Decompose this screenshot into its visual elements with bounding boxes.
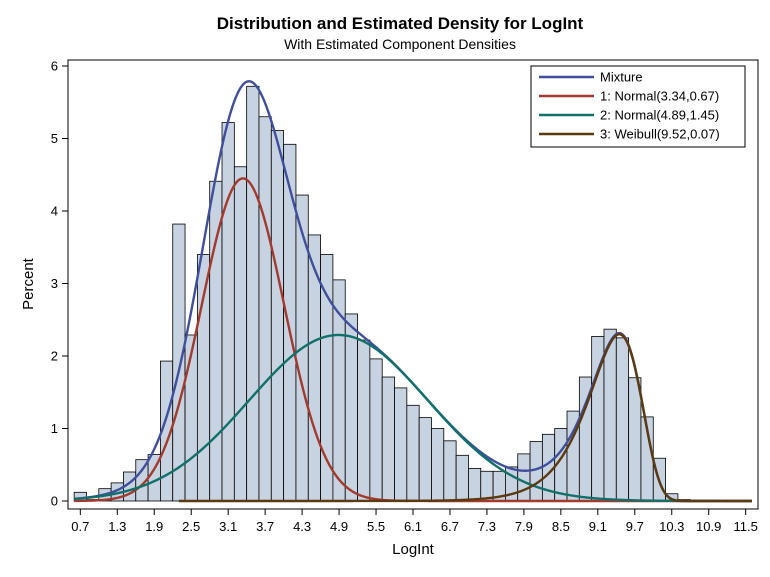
y-tick-label: 4: [51, 204, 58, 219]
x-tick-label: 1.3: [108, 519, 126, 534]
chart-subtitle: With Estimated Component Densities: [284, 36, 516, 52]
x-tick-label: 9.1: [589, 519, 607, 534]
y-axis: 0 1 2 3 4 5 6: [51, 59, 68, 509]
histogram-bar: [394, 387, 408, 502]
histogram-bar: [320, 254, 334, 502]
x-tick-label: 3.1: [219, 519, 237, 534]
histogram-bar: [381, 376, 395, 502]
histogram-bar: [172, 223, 186, 502]
y-axis-label: Percent: [20, 257, 37, 310]
legend-label: 2: Normal(4.89,1.45): [600, 108, 719, 123]
density-curves: [74, 80, 752, 503]
x-tick-label: 6.1: [404, 519, 422, 534]
x-tick-label: 10.9: [696, 519, 721, 534]
x-tick-label: 4.9: [330, 519, 348, 534]
x-tick-label: 4.3: [293, 519, 311, 534]
y-tick-label: 3: [51, 276, 58, 291]
normal2-curve: [74, 333, 752, 503]
histogram-bars: [73, 85, 716, 502]
histogram-bar: [615, 337, 630, 502]
y-tick-label: 5: [51, 131, 58, 146]
x-tick-label: 2.5: [182, 519, 200, 534]
histogram-bar: [307, 234, 321, 502]
histogram-bar: [283, 143, 297, 502]
legend-label: 1: Normal(3.34,0.67): [600, 89, 719, 104]
y-tick-label: 0: [51, 494, 58, 509]
histogram-bar: [468, 467, 482, 502]
histogram-bar: [406, 404, 420, 502]
histogram-bar: [455, 454, 469, 502]
histogram-bar: [418, 417, 432, 502]
x-tick-label: 7.3: [478, 519, 496, 534]
legend: Mixture 1: Normal(3.34,0.67) 2: Normal(4.8…: [530, 65, 746, 148]
x-tick-label: 11.5: [734, 519, 758, 534]
histogram-bar: [443, 440, 457, 502]
y-tick-label: 2: [51, 349, 58, 364]
histogram-bar: [184, 334, 198, 502]
legend-label: Mixture: [600, 70, 643, 85]
histogram-bar: [233, 166, 248, 502]
histogram-bar: [517, 453, 531, 502]
histogram-bar: [270, 130, 285, 502]
histogram-bar: [369, 358, 383, 502]
x-axis-label: LogInt: [392, 541, 435, 558]
x-tick-label: 0.7: [71, 519, 89, 534]
y-tick-label: 1: [51, 421, 58, 436]
x-tick-label: 6.7: [441, 519, 459, 534]
histogram-bar: [209, 180, 223, 502]
x-tick-label: 1.9: [145, 519, 163, 534]
histogram-bar: [431, 428, 445, 502]
weibull3-curve: [178, 333, 752, 503]
x-tick-label: 9.7: [626, 519, 644, 534]
histogram-bar: [221, 122, 235, 502]
x-tick-label: 10.3: [659, 519, 684, 534]
histogram-bar: [628, 377, 642, 502]
histogram-bar: [357, 339, 371, 502]
y-tick-label: 6: [51, 59, 58, 74]
x-tick-label: 5.5: [367, 519, 385, 534]
legend-label: 3: Weibull(9.52,0.07): [600, 127, 720, 142]
x-tick-label: 3.7: [256, 519, 274, 534]
x-axis: 0.7 1.3 1.9 2.5 3.1 3.7 4.3 4.9 5.5 6.1 6.7 7.3 7.9 8…: [71, 509, 758, 534]
histogram-bar: [246, 85, 260, 502]
chart-title: Distribution and Estimated Density for L…: [217, 14, 584, 33]
histogram-bar: [258, 116, 272, 502]
histogram-bar: [480, 470, 494, 502]
histogram-bar: [344, 313, 358, 502]
x-tick-label: 8.5: [552, 519, 570, 534]
x-tick-label: 7.9: [515, 519, 533, 534]
